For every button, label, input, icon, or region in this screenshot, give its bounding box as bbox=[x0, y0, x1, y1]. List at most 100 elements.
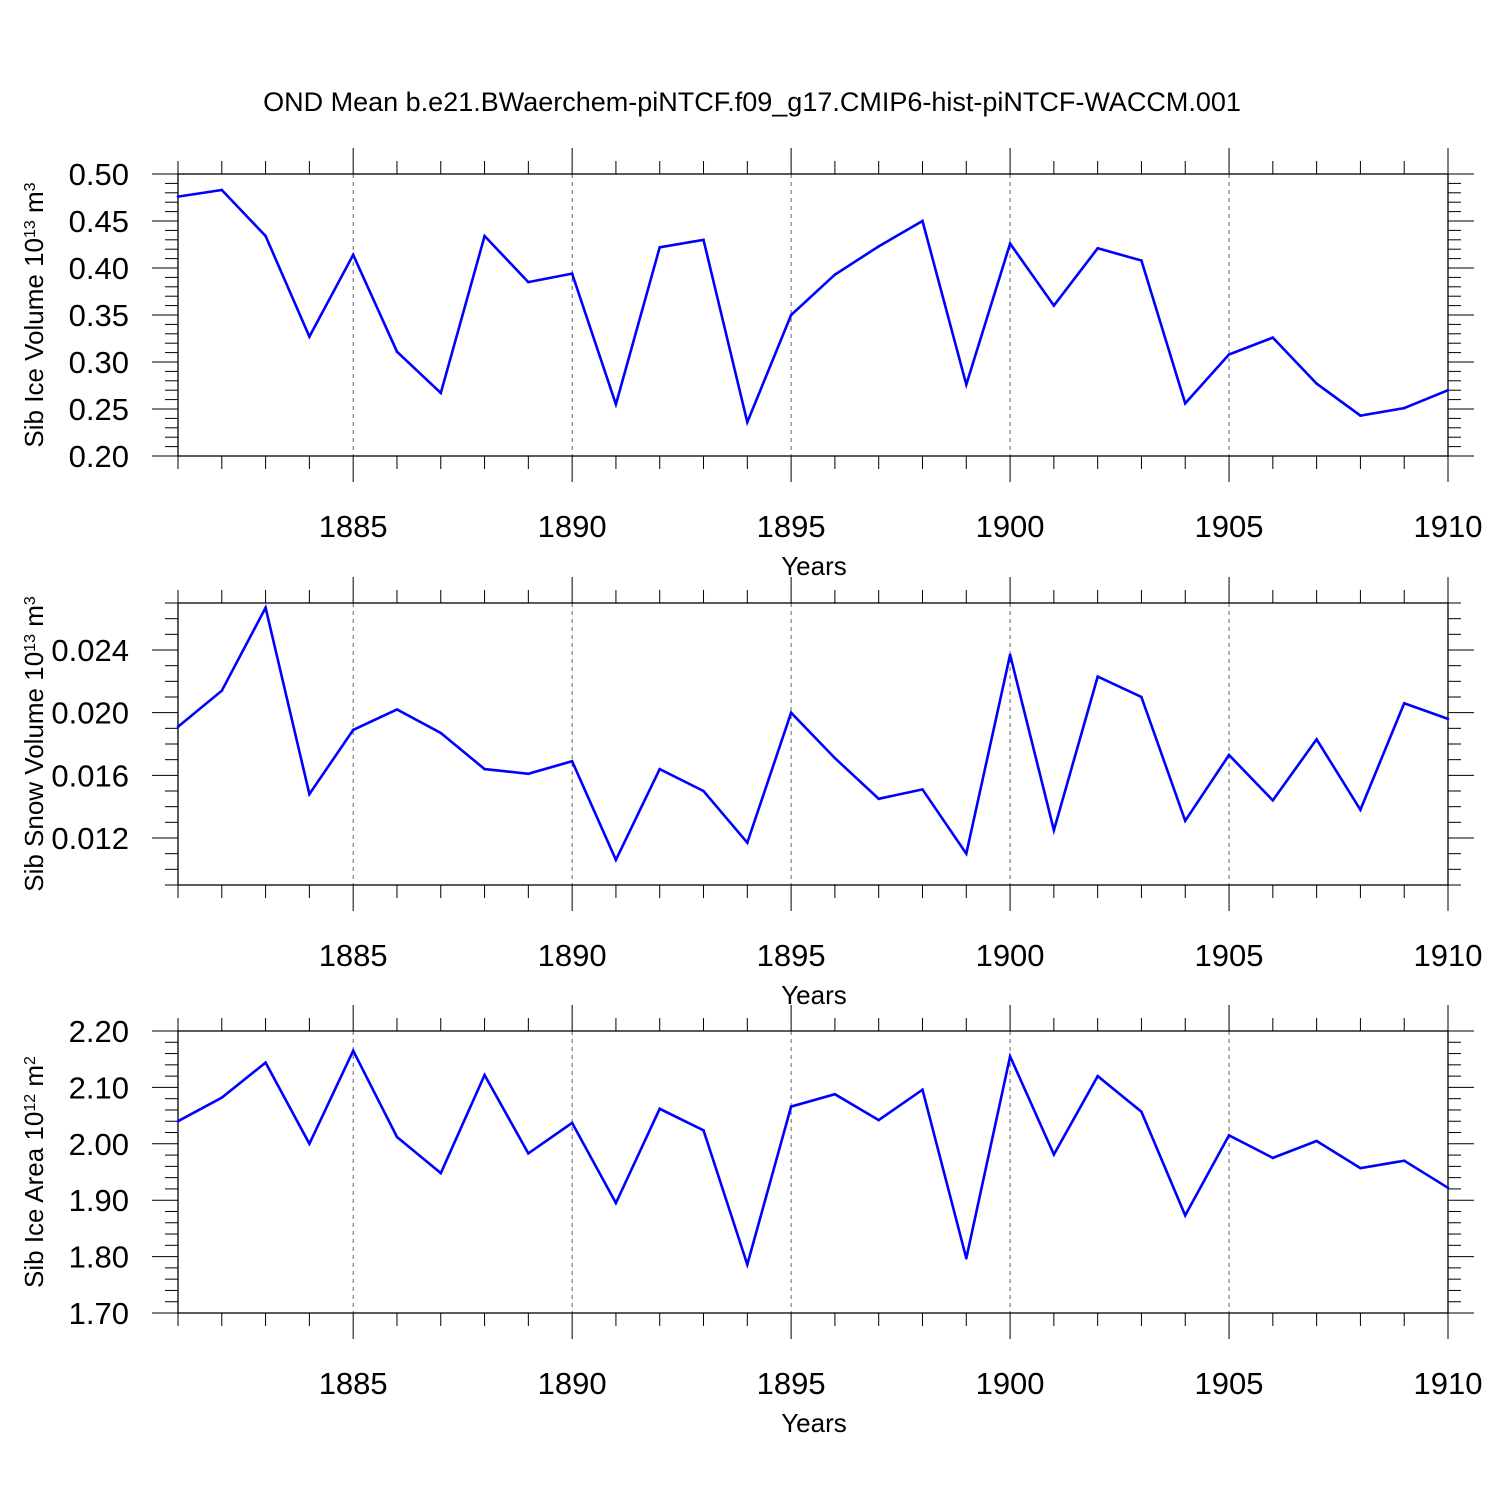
data-point bbox=[746, 420, 749, 424]
data-point bbox=[1359, 808, 1362, 812]
x-tick-label: 1895 bbox=[757, 938, 826, 973]
data-point bbox=[1227, 753, 1231, 757]
data-point bbox=[1359, 414, 1362, 417]
y-tick-label: 0.50 bbox=[69, 157, 129, 192]
y-tick-label: 0.45 bbox=[69, 204, 129, 239]
chart-title: OND Mean b.e21.BWaerchem-piNTCF.f09_g17.… bbox=[263, 87, 1241, 117]
data-point bbox=[1271, 799, 1275, 802]
data-point bbox=[570, 759, 574, 763]
data-point bbox=[570, 272, 574, 275]
data-point bbox=[1271, 1156, 1275, 1160]
data-point bbox=[1183, 1214, 1187, 1217]
data-point bbox=[395, 1135, 399, 1139]
data-point bbox=[789, 313, 793, 317]
x-tick-label: 1885 bbox=[319, 509, 388, 544]
x-tick-label: 1895 bbox=[757, 509, 826, 544]
y-axis-label: Sib Ice Area 1012 m2 bbox=[19, 1056, 49, 1288]
data-point bbox=[527, 1152, 530, 1155]
series-line bbox=[177, 604, 1449, 863]
x-tick-label: 1910 bbox=[1414, 938, 1483, 973]
data-point bbox=[351, 253, 355, 257]
data-point bbox=[527, 280, 530, 284]
data-point bbox=[395, 350, 399, 353]
data-point bbox=[614, 1201, 618, 1205]
x-tick-label: 1895 bbox=[757, 1366, 826, 1401]
y-tick-label: 0.40 bbox=[69, 251, 129, 286]
data-point bbox=[964, 383, 968, 386]
data-point bbox=[1140, 259, 1143, 262]
x-tick-label: 1905 bbox=[1195, 938, 1264, 973]
data-point bbox=[1446, 1186, 1450, 1190]
data-point bbox=[483, 1073, 486, 1077]
data-point bbox=[877, 1118, 880, 1122]
data-point bbox=[176, 195, 180, 198]
data-point bbox=[789, 1105, 793, 1108]
data-point bbox=[658, 767, 662, 771]
data-point bbox=[1008, 653, 1012, 656]
data-point bbox=[1052, 1153, 1056, 1156]
data-point bbox=[1096, 246, 1099, 250]
x-axis-label: Years bbox=[781, 551, 847, 581]
plot-frame bbox=[177, 173, 1449, 457]
plot-frame bbox=[177, 602, 1449, 886]
y-tick-label: 0.012 bbox=[51, 821, 129, 856]
x-axis-label: Years bbox=[781, 1408, 847, 1438]
data-point bbox=[483, 234, 486, 238]
data-point bbox=[1008, 242, 1012, 245]
y-tick-label: 0.35 bbox=[69, 298, 129, 333]
data-point bbox=[176, 1119, 180, 1123]
panel-2: 1885 1890 1895 1900 1905 1910 0.012 0.016 0.020 0… bbox=[19, 577, 1482, 1010]
data-point bbox=[176, 725, 180, 729]
data-point bbox=[702, 789, 705, 793]
data-point bbox=[1183, 402, 1187, 405]
data-point bbox=[964, 1256, 968, 1260]
data-point bbox=[439, 731, 443, 735]
data-point bbox=[877, 245, 880, 248]
data-point bbox=[877, 797, 880, 801]
y-tick-label: 0.016 bbox=[51, 758, 129, 793]
data-point bbox=[658, 1107, 662, 1111]
data-point bbox=[1446, 388, 1450, 392]
data-point bbox=[1183, 819, 1187, 823]
data-point bbox=[220, 188, 224, 192]
y-tick-label: 0.020 bbox=[51, 696, 129, 731]
y-tick-label: 0.30 bbox=[69, 345, 129, 380]
x-tick-label: 1885 bbox=[319, 938, 388, 973]
data-point bbox=[1402, 406, 1406, 410]
x-tick-label: 1905 bbox=[1195, 509, 1264, 544]
data-point bbox=[439, 1171, 443, 1175]
x-tick-label: 1900 bbox=[976, 1366, 1045, 1401]
y-tick-label: 1.90 bbox=[69, 1183, 129, 1218]
data-point bbox=[483, 767, 486, 771]
y-tick-label: 2.00 bbox=[69, 1127, 129, 1162]
data-point bbox=[264, 234, 267, 238]
data-point bbox=[1227, 353, 1231, 356]
data-point bbox=[1096, 675, 1099, 678]
y-tick-label: 0.20 bbox=[69, 439, 129, 474]
data-point bbox=[702, 1128, 705, 1132]
panel-1: 1885 1890 1895 1900 1905 1910 0.20 0.25 0.30 0.35… bbox=[19, 148, 1482, 581]
x-tick-label: 1905 bbox=[1195, 1366, 1264, 1401]
data-point bbox=[921, 788, 924, 791]
data-point bbox=[1315, 738, 1318, 741]
y-tick-label: 0.25 bbox=[69, 392, 129, 427]
data-point bbox=[1402, 1159, 1406, 1163]
data-point bbox=[308, 335, 311, 338]
y-axis-label: Sib Snow Volume 1013 m3 bbox=[19, 596, 49, 892]
data-point bbox=[395, 708, 399, 711]
y-axis-label: Sib Ice Volume 1013 m3 bbox=[19, 182, 49, 447]
x-tick-label: 1890 bbox=[538, 509, 607, 544]
data-point bbox=[439, 391, 443, 395]
data-point bbox=[789, 711, 793, 714]
data-point bbox=[527, 772, 530, 776]
y-tick-label: 2.20 bbox=[69, 1014, 129, 1049]
data-point bbox=[614, 403, 618, 406]
data-point bbox=[1008, 1055, 1012, 1058]
data-point bbox=[1315, 1139, 1318, 1143]
data-point bbox=[308, 1142, 311, 1146]
x-tick-label: 1890 bbox=[538, 1366, 607, 1401]
x-tick-label: 1885 bbox=[319, 1366, 388, 1401]
y-tick-label: 2.10 bbox=[69, 1070, 129, 1105]
